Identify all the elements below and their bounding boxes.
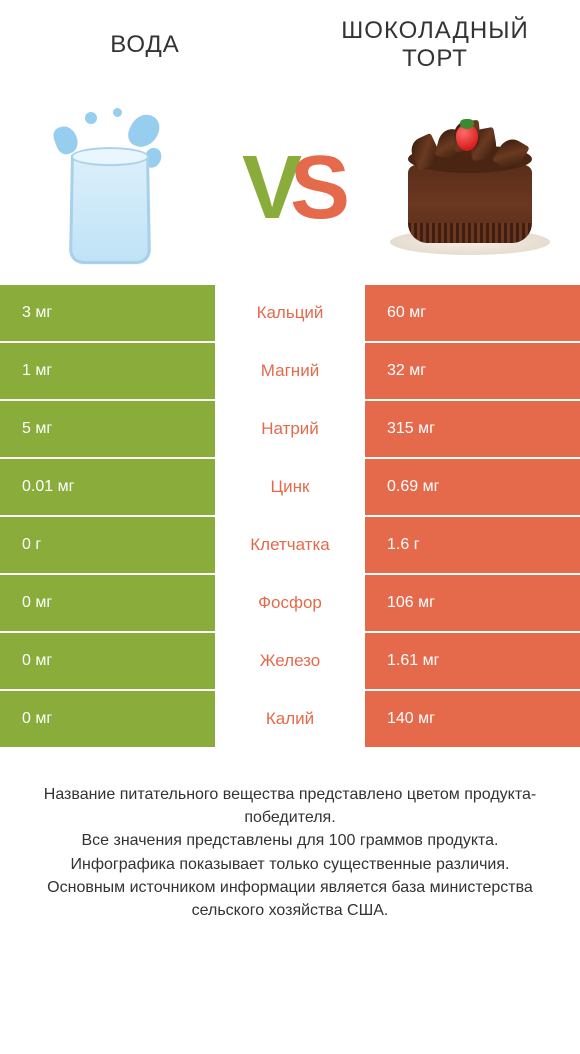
header-right: ШОКОЛАДНЫЙ ТОРТ xyxy=(290,17,580,73)
nutrient-label: Натрий xyxy=(215,401,365,457)
left-value-cell: 0 мг xyxy=(0,633,215,689)
right-value-cell: 1.6 г xyxy=(365,517,580,573)
table-row: 5 мгНатрий315 мг xyxy=(0,401,580,459)
vs-s: S xyxy=(290,143,338,233)
nutrient-label: Магний xyxy=(215,343,365,399)
left-product-title: ВОДА xyxy=(0,31,290,59)
nutrient-label: Калий xyxy=(215,691,365,747)
footer-line: Все значения представлены для 100 граммо… xyxy=(26,829,554,852)
chocolate-cake-icon xyxy=(390,113,550,263)
right-value-cell: 1.61 мг xyxy=(365,633,580,689)
table-row: 0 мгЖелезо1.61 мг xyxy=(0,633,580,691)
left-value-cell: 0.01 мг xyxy=(0,459,215,515)
table-row: 3 мгКальций60 мг xyxy=(0,285,580,343)
footer-notes: Название питательного вещества представл… xyxy=(0,749,580,922)
right-value-cell: 32 мг xyxy=(365,343,580,399)
table-row: 0.01 мгЦинк0.69 мг xyxy=(0,459,580,517)
table-row: 0 гКлетчатка1.6 г xyxy=(0,517,580,575)
vs-label: VS xyxy=(220,143,360,233)
right-value-cell: 140 мг xyxy=(365,691,580,747)
left-value-cell: 1 мг xyxy=(0,343,215,399)
nutrient-label: Железо xyxy=(215,633,365,689)
table-row: 0 мгКалий140 мг xyxy=(0,691,580,749)
right-value-cell: 0.69 мг xyxy=(365,459,580,515)
water-glass-icon xyxy=(45,108,175,268)
hero-row: VS xyxy=(0,90,580,285)
right-value-cell: 60 мг xyxy=(365,285,580,341)
right-image-slot xyxy=(360,113,580,263)
comparison-table: 3 мгКальций60 мг1 мгМагний32 мг5 мгНатри… xyxy=(0,285,580,749)
infographic-container: ВОДА ШОКОЛАДНЫЙ ТОРТ VS xyxy=(0,0,580,1054)
left-value-cell: 5 мг xyxy=(0,401,215,457)
table-row: 1 мгМагний32 мг xyxy=(0,343,580,401)
left-value-cell: 0 мг xyxy=(0,691,215,747)
header: ВОДА ШОКОЛАДНЫЙ ТОРТ xyxy=(0,0,580,90)
nutrient-label: Кальций xyxy=(215,285,365,341)
table-row: 0 мгФосфор106 мг xyxy=(0,575,580,633)
strawberry-icon xyxy=(456,125,478,151)
left-image-slot xyxy=(0,108,220,268)
right-value-cell: 106 мг xyxy=(365,575,580,631)
left-value-cell: 3 мг xyxy=(0,285,215,341)
nutrient-label: Фосфор xyxy=(215,575,365,631)
vs-v: V xyxy=(242,143,290,233)
footer-line: Основным источником информации является … xyxy=(26,876,554,922)
right-product-title: ШОКОЛАДНЫЙ ТОРТ xyxy=(290,17,580,73)
left-value-cell: 0 г xyxy=(0,517,215,573)
footer-line: Название питательного вещества представл… xyxy=(26,783,554,829)
footer-line: Инфографика показывает только существенн… xyxy=(26,853,554,876)
left-value-cell: 0 мг xyxy=(0,575,215,631)
right-value-cell: 315 мг xyxy=(365,401,580,457)
nutrient-label: Клетчатка xyxy=(215,517,365,573)
header-left: ВОДА xyxy=(0,31,290,59)
nutrient-label: Цинк xyxy=(215,459,365,515)
